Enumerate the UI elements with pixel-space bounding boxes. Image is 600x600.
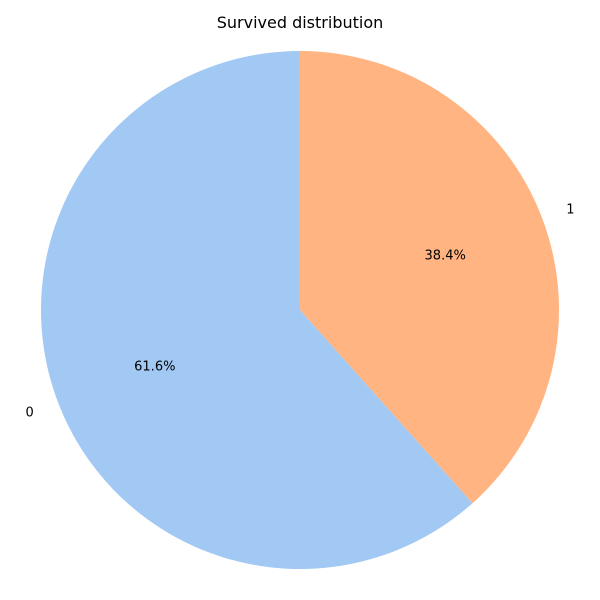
chart-title: Survived distribution [217,13,384,32]
slice-percent-label: 38.4% [425,249,466,264]
pie-slice-0 [41,51,473,569]
pie-labels: 0 61.6% 1 38.4% [26,202,575,420]
pie-slice-1 [300,51,559,504]
pie-slices [41,51,559,569]
slice-category-label: 0 [26,406,34,421]
slice-category-label: 1 [566,202,574,217]
slice-percent-label: 61.6% [134,359,175,374]
